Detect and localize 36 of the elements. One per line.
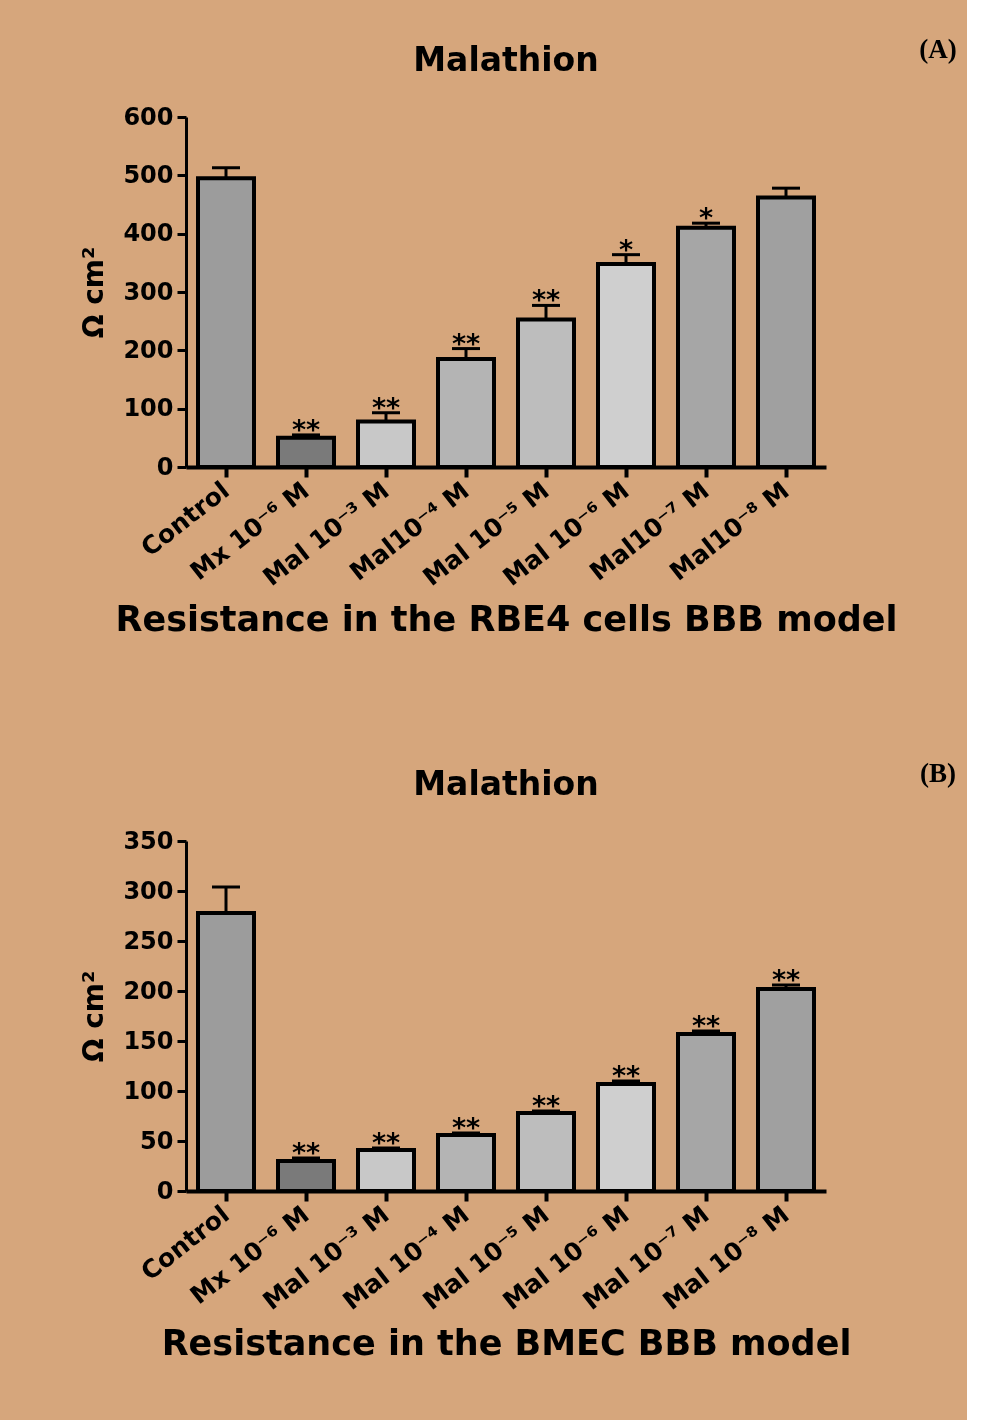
y-tick-label: 150	[123, 1026, 174, 1055]
annotation: **	[451, 1112, 481, 1143]
y-tick-label: 300	[123, 277, 174, 306]
y-tick-label: 100	[123, 394, 174, 423]
annotation: **	[691, 1010, 721, 1041]
x-axis-title: Resistance in the RBE4 cells BBB model	[115, 599, 898, 640]
annotation: **	[531, 1090, 561, 1121]
y-tick-label: 50	[140, 1126, 174, 1155]
chart-title: Malathion	[413, 764, 599, 803]
y-axis-title: Ω cm²	[77, 246, 111, 339]
annotation: **	[371, 391, 401, 423]
x-axis-title: Resistance in the BMEC BBB model	[161, 1323, 852, 1364]
annotation: **	[451, 327, 481, 359]
annotation: *	[698, 202, 714, 234]
y-tick-label: 100	[123, 1076, 174, 1105]
text: (A)	[919, 34, 957, 64]
y-tick-label: 200	[123, 335, 174, 364]
annotation: **	[291, 413, 321, 445]
y-tick-label: 350	[123, 826, 174, 855]
y-tick-label: 250	[123, 926, 174, 955]
annotation: **	[371, 1127, 401, 1158]
y-tick-label: 0	[156, 1176, 174, 1205]
annotation: **	[291, 1137, 321, 1168]
annotation: *	[618, 233, 634, 265]
y-axis-title: Ω cm²	[77, 970, 111, 1063]
annotation: **	[611, 1060, 641, 1091]
y-tick-label: 0	[156, 452, 174, 481]
y-tick-label: 500	[123, 160, 174, 189]
chart-title: Malathion	[413, 40, 599, 79]
y-tick-label: 200	[123, 976, 174, 1005]
y-tick-label: 400	[123, 219, 174, 248]
y-tick-label: 300	[123, 876, 174, 905]
y-tick-label: 600	[123, 102, 174, 131]
text: (B)	[920, 758, 956, 788]
annotation: **	[531, 284, 561, 316]
annotation: **	[771, 964, 801, 995]
